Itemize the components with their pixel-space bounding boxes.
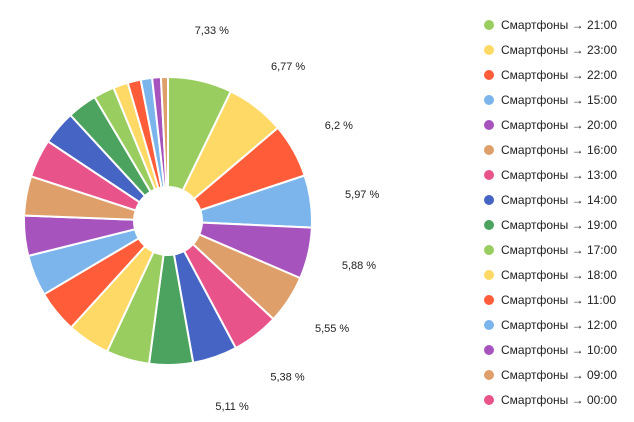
legend-label: Смартфоны → 22:00 (501, 67, 617, 82)
legend-label: Смартфоны → 13:00 (501, 167, 617, 182)
legend-color-dot-icon (484, 19, 494, 30)
legend-item[interactable]: Смартфоны → 20:00 (484, 112, 617, 137)
legend-label: Смартфоны → 21:00 (501, 17, 617, 32)
legend-item[interactable]: Смартфоны → 16:00 (484, 137, 617, 162)
slice-percent-label: 5,88 % (342, 260, 376, 272)
legend-item[interactable]: Смартфоны → 10:00 (484, 337, 617, 362)
legend-color-dot-icon (484, 194, 494, 205)
slice-percent-label: 5,97 % (345, 189, 379, 201)
legend-color-dot-icon (484, 269, 494, 280)
legend-color-dot-icon (484, 94, 494, 105)
legend-label: Смартфоны → 16:00 (501, 142, 617, 157)
legend-item[interactable]: Смартфоны → 19:00 (484, 212, 617, 237)
slice-percent-label: 5,38 % (270, 371, 304, 383)
pie-slice[interactable] (159, 75, 169, 189)
legend-item[interactable]: Смартфоны → 23:00 (484, 37, 617, 62)
legend-color-dot-icon (484, 244, 494, 255)
legend-color-dot-icon (484, 44, 494, 55)
chart-legend: Смартфоны → 21:00 Смартфоны → 23:00 Смартф… (484, 12, 617, 412)
legend-label: Смартфоны → 17:00 (501, 242, 617, 257)
slice-percent-label: 5,11 % (215, 401, 249, 413)
slice-percent-label: 6,2 % (325, 120, 353, 132)
legend-label: Смартфоны → 00:00 (501, 392, 617, 407)
legend-label: Смартфоны → 18:00 (501, 267, 617, 282)
legend-color-dot-icon (484, 119, 494, 130)
legend-label: Смартфоны → 20:00 (501, 117, 617, 132)
slice-percent-label: 7,33 % (195, 25, 229, 37)
legend-item[interactable]: Смартфоны → 14:00 (484, 187, 617, 212)
legend-item[interactable]: Смартфоны → 11:00 (484, 287, 617, 312)
legend-color-dot-icon (484, 394, 494, 405)
legend-color-dot-icon (484, 144, 494, 155)
legend-item[interactable]: Смартфоны → 00:00 (484, 387, 617, 412)
legend-color-dot-icon (484, 69, 494, 80)
legend-label: Смартфоны → 23:00 (501, 42, 617, 57)
legend-item[interactable]: Смартфоны → 09:00 (484, 362, 617, 387)
legend-label: Смартфоны → 12:00 (501, 317, 617, 332)
legend-item[interactable]: Смартфоны → 12:00 (484, 312, 617, 337)
legend-item[interactable]: Смартфоны → 13:00 (484, 162, 617, 187)
legend-label: Смартфоны → 09:00 (501, 367, 617, 382)
legend-label: Смартфоны → 10:00 (501, 342, 617, 357)
legend-label: Смартфоны → 15:00 (501, 92, 617, 107)
legend-color-dot-icon (484, 294, 494, 305)
legend-item[interactable]: Смартфоны → 15:00 (484, 87, 617, 112)
legend-color-dot-icon (484, 344, 494, 355)
legend-color-dot-icon (484, 369, 494, 380)
legend-color-dot-icon (484, 219, 494, 230)
legend-item[interactable]: Смартфоны → 17:00 (484, 237, 617, 262)
legend-label: Смартфоны → 19:00 (501, 217, 617, 232)
legend-item[interactable]: Смартфоны → 22:00 (484, 62, 617, 87)
legend-label: Смартфоны → 11:00 (501, 292, 617, 307)
legend-color-dot-icon (484, 169, 494, 180)
slice-percent-label: 5,55 % (315, 323, 349, 335)
legend-color-dot-icon (484, 319, 494, 330)
legend-item[interactable]: Смартфоны → 18:00 (484, 262, 617, 287)
legend-item[interactable]: Смартфоны → 21:00 (484, 12, 617, 37)
legend-label: Смартфоны → 14:00 (501, 192, 617, 207)
slice-percent-label: 6,77 % (271, 61, 305, 73)
